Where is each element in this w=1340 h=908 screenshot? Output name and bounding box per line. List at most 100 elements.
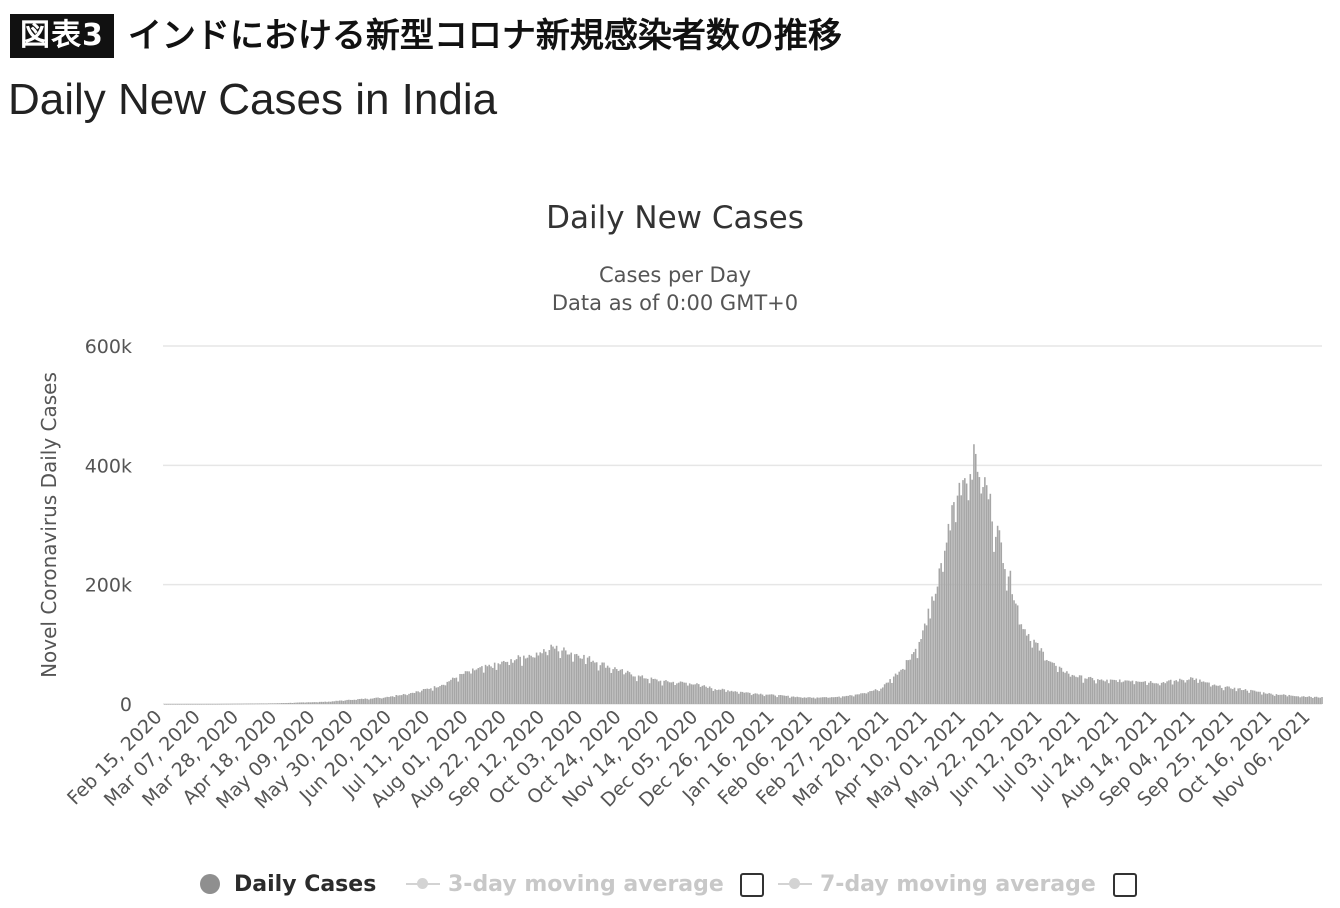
bar (800, 697, 802, 704)
bar (1308, 696, 1311, 704)
bar (907, 660, 910, 704)
bar (1199, 679, 1201, 704)
bar (388, 697, 390, 704)
bar (537, 655, 540, 704)
bar (328, 701, 330, 704)
bar (450, 679, 452, 704)
bar (758, 694, 760, 704)
bar (555, 645, 558, 704)
bar (980, 493, 983, 704)
bar (357, 699, 359, 704)
bar (960, 495, 962, 704)
bar (628, 672, 631, 704)
bar (789, 697, 791, 704)
bar (1295, 696, 1298, 704)
bar (667, 681, 669, 704)
legend-item-3-day-average[interactable]: 3-day moving average (406, 866, 724, 902)
bar (774, 695, 777, 704)
bar (297, 702, 299, 704)
bar (205, 703, 208, 705)
bar (668, 682, 671, 704)
bar (1009, 570, 1012, 704)
bar (406, 695, 408, 704)
bar (422, 689, 425, 704)
bar (1091, 678, 1094, 704)
bar (269, 703, 272, 705)
bar (1204, 682, 1207, 704)
bar (561, 650, 563, 704)
bar (659, 680, 662, 704)
bar (523, 655, 525, 704)
legend-item-7-day-average[interactable]: 7-day moving average (778, 866, 1096, 902)
bar (765, 694, 767, 704)
bar (949, 530, 952, 704)
bar (355, 699, 357, 704)
bar (313, 702, 316, 704)
bar (885, 682, 888, 704)
bar (235, 703, 237, 705)
toggle-3-day-average-checkbox[interactable] (740, 873, 764, 897)
bar (287, 702, 290, 704)
bar (913, 652, 915, 704)
bar (703, 685, 706, 704)
bar (187, 703, 190, 705)
bar (559, 658, 562, 704)
bar (184, 703, 186, 705)
bar (349, 699, 352, 704)
bar (581, 658, 583, 704)
bar (1213, 684, 1216, 704)
bar (619, 669, 622, 704)
legend-item-daily-cases[interactable]: Daily Cases (200, 866, 376, 902)
bar (557, 651, 560, 704)
bar (176, 703, 179, 705)
bar (280, 703, 283, 704)
bar (1036, 642, 1039, 704)
bar (648, 683, 651, 704)
bar (404, 694, 407, 704)
bar (925, 625, 928, 704)
bar (597, 670, 600, 704)
bar (1058, 666, 1061, 704)
bar (911, 654, 913, 704)
bar (1122, 681, 1125, 704)
bar (198, 703, 201, 705)
bar (366, 698, 368, 704)
bar (601, 662, 603, 704)
bar (1301, 696, 1303, 704)
bar (1073, 675, 1075, 704)
bar (692, 684, 695, 704)
bar (634, 676, 636, 704)
bar (730, 690, 733, 704)
bar (898, 671, 901, 704)
bar (200, 703, 203, 705)
bar (1169, 679, 1172, 704)
bar (1297, 696, 1300, 704)
bar (938, 568, 941, 704)
bar (943, 550, 946, 704)
bar (785, 695, 788, 704)
chart-subtitle-line-1: Cases per Day (599, 263, 751, 287)
bar (856, 694, 859, 704)
toggle-7-day-average-checkbox[interactable] (1113, 873, 1137, 897)
bar (816, 697, 818, 704)
bar (369, 698, 372, 704)
bar (727, 690, 729, 704)
bar (1067, 673, 1070, 704)
bar (1233, 687, 1236, 704)
bar (882, 687, 884, 704)
bar (428, 688, 430, 704)
bar (927, 608, 930, 704)
bar (749, 692, 751, 704)
bar (499, 664, 501, 704)
bar (1313, 696, 1316, 704)
bar (656, 679, 658, 704)
bar (510, 659, 512, 704)
bar (677, 682, 680, 704)
bar (481, 666, 483, 704)
bar (1253, 690, 1256, 704)
bar (612, 669, 614, 704)
bar (914, 648, 917, 704)
bar (526, 657, 529, 704)
bar (1310, 696, 1312, 704)
bar (568, 654, 571, 704)
